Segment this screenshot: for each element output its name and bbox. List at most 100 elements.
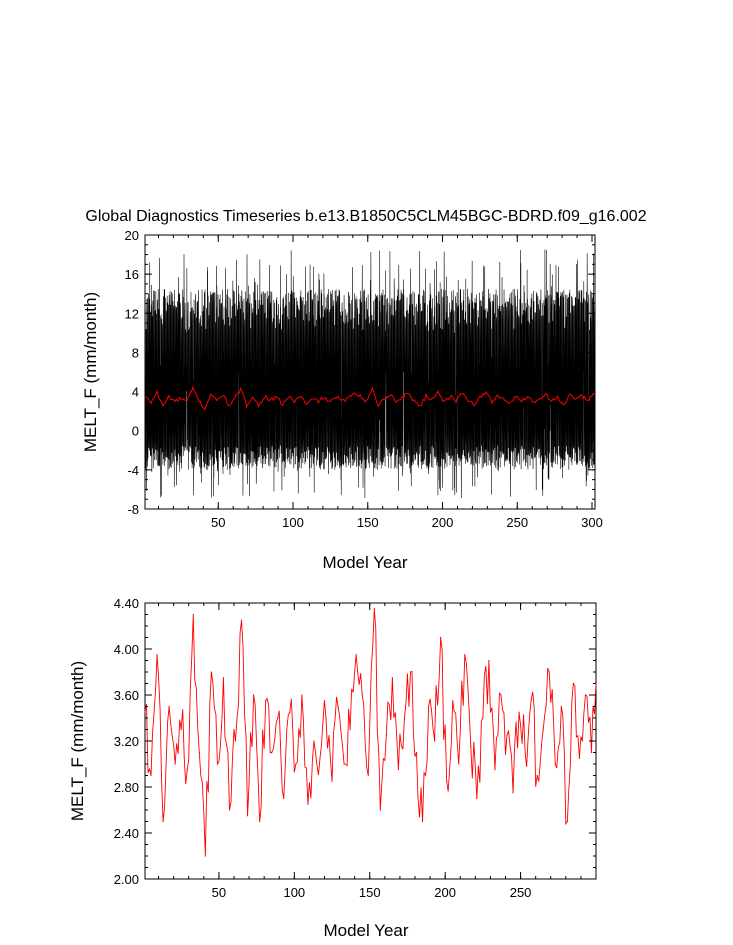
annual-mean-point: [337, 705, 339, 708]
y-tick-label: -8: [127, 502, 139, 517]
annual-mean-point: [210, 671, 212, 673]
annual-mean-point: [367, 774, 369, 777]
x-tick-label: 250: [506, 515, 528, 530]
annual-mean-point: [488, 659, 490, 662]
annual-mean-point: [192, 613, 194, 616]
y-tick-label: 12: [125, 306, 139, 321]
annual-mean-point: [343, 763, 345, 765]
annual-mean-point: [506, 734, 508, 736]
x-tick-label: 50: [211, 515, 225, 530]
annual-mean-point: [265, 700, 267, 702]
annual-mean-point: [295, 763, 297, 765]
annual-mean-point: [180, 728, 182, 731]
x-tick-label: 200: [434, 885, 456, 900]
bottom-chart-ticks: 50 100 150 200 250 2.00 2.40 2.80 3.20 3.60 4.00 4.…: [114, 596, 596, 900]
top-chart-series-group: [144, 249, 596, 499]
annual-mean-point: [271, 751, 273, 754]
y-tick-label: -4: [127, 463, 139, 478]
x-tick-label: 50: [212, 885, 226, 900]
annual-mean-point: [198, 751, 200, 754]
annual-mean-point: [216, 763, 218, 765]
x-tick-label: 150: [357, 515, 379, 530]
annual-mean-point: [168, 705, 170, 708]
annual-mean-point: [421, 820, 424, 823]
annual-mean-point: [397, 769, 399, 771]
annual-mean-point: [313, 740, 315, 742]
monthly-series-line: [144, 249, 596, 499]
annual-mean-point: [554, 763, 556, 765]
annual-mean-point: [234, 740, 237, 742]
annual-mean-point: [259, 820, 261, 823]
x-tick-label: 100: [283, 885, 305, 900]
y-tick-label: 20: [125, 228, 139, 243]
annual-mean-point: [385, 734, 387, 736]
annual-mean-point: [301, 694, 303, 696]
annual-mean-point: [331, 780, 333, 782]
annual-mean-point: [512, 792, 514, 794]
annual-mean-point: [186, 769, 188, 771]
y-tick-label: 8: [132, 345, 139, 360]
annual-mean-point: [458, 763, 460, 765]
annual-mean-point: [174, 763, 176, 765]
annual-mean-point: [464, 654, 466, 656]
bottom-chart-series-group: [144, 608, 597, 857]
annual-mean-point: [391, 677, 393, 679]
y-tick-label: 4: [132, 385, 139, 400]
annual-mean-point: [536, 774, 538, 777]
annual-mean-point: [240, 619, 243, 621]
annual-mean-point: [253, 694, 255, 696]
annual-mean-point: [440, 636, 442, 639]
top-chart-xlabel: Model Year: [322, 553, 407, 572]
annual-mean-point: [162, 820, 164, 823]
annual-mean-point: [355, 654, 357, 656]
y-tick-label: 3.20: [114, 734, 139, 749]
annual-mean-point: [530, 700, 532, 702]
top-chart: Global Diagnostics Timeseries b.e13.B185…: [81, 208, 647, 572]
annual-mean-point: [590, 751, 593, 754]
annual-mean-point: [403, 717, 406, 719]
annual-mean-point: [222, 677, 225, 679]
x-tick-label: 100: [282, 515, 304, 530]
bottom-chart-xlabel: Model Year: [323, 921, 408, 940]
annual-mean-point: [566, 820, 568, 823]
annual-mean-point: [494, 769, 496, 771]
y-tick-label: 4.40: [114, 596, 139, 611]
annual-mean-point: [379, 809, 381, 811]
annual-mean-point: [572, 682, 574, 685]
annual-mean-point: [470, 746, 472, 748]
annual-mean-point: [548, 671, 550, 673]
annual-mean-point: [144, 711, 146, 713]
annual-mean-point: [415, 751, 418, 754]
annual-mean-point: [446, 780, 448, 782]
y-tick-label: 2.80: [114, 780, 139, 795]
annual-mean-point: [246, 815, 249, 817]
annual-mean-point: [204, 855, 206, 857]
annual-mean-point: [150, 774, 152, 777]
y-tick-label: 4.00: [114, 642, 139, 657]
y-tick-label: 3.60: [114, 688, 139, 703]
annual-mean-point: [307, 803, 309, 805]
annual-mean-point: [373, 608, 375, 610]
annual-mean-point: [500, 694, 502, 696]
annual-mean-point: [283, 797, 285, 800]
x-tick-label: 250: [510, 885, 532, 900]
y-tick-label: 2.00: [114, 872, 139, 887]
x-tick-label: 300: [581, 515, 603, 530]
annual-mean-point: [319, 757, 321, 759]
annual-mean-point: [434, 740, 436, 742]
y-tick-label: 0: [132, 424, 139, 439]
annual-mean-point: [542, 728, 544, 731]
annual-mean-point: [277, 717, 279, 719]
annual-mean-point: [289, 711, 291, 713]
annual-mean-point: [349, 728, 351, 731]
annual-mean-point: [427, 705, 430, 708]
bottom-chart-ylabel: MELT_F (mm/month): [68, 661, 87, 821]
annual-mean-point: [452, 700, 454, 702]
top-chart-title: Global Diagnostics Timeseries b.e13.B185…: [85, 208, 646, 225]
annual-mean-series-line: [144, 608, 597, 857]
annual-mean-point: [476, 797, 478, 800]
annual-mean-series-line: [144, 385, 596, 411]
annual-mean-point: [156, 654, 158, 656]
annual-mean-point: [361, 694, 363, 696]
annual-mean-point: [560, 705, 562, 708]
